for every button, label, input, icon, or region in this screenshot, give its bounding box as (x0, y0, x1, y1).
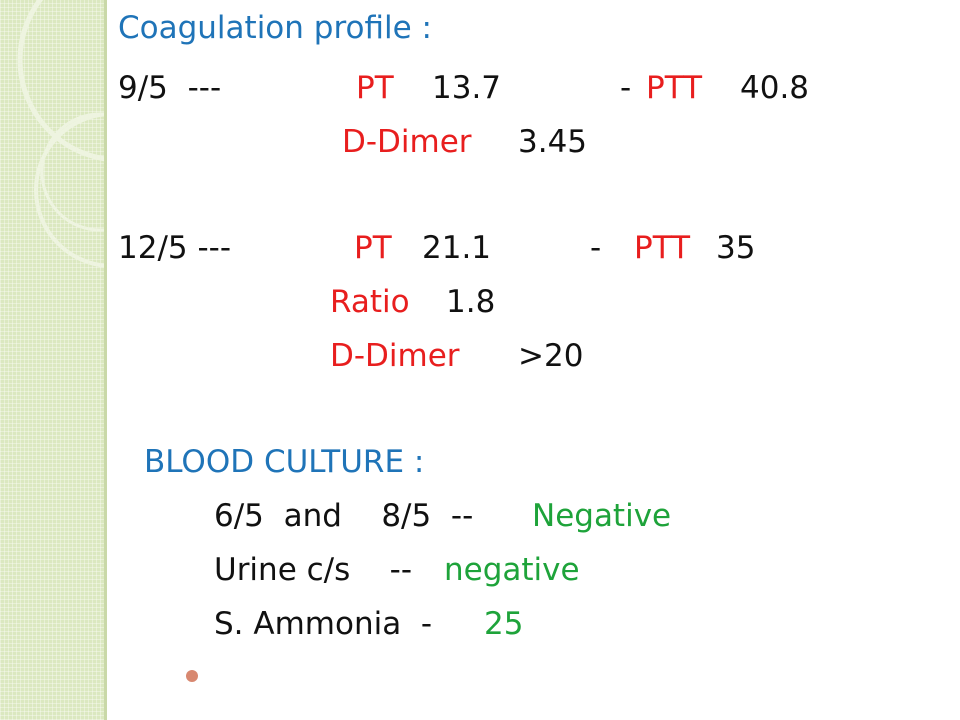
ammonia-result: 25 (484, 606, 524, 642)
row2-ddimer-label: D-Dimer (330, 338, 460, 374)
ammonia-label: S. Ammonia - (214, 606, 433, 642)
row1-pt-value: 13.7 (432, 70, 502, 106)
bullet-icon (186, 670, 198, 682)
row2-ptt-value: 35 (716, 230, 756, 266)
row1-ddimer-value: 3.45 (518, 124, 588, 160)
row2-dash: - (590, 230, 602, 266)
row2-ddimer-value: >20 (518, 338, 584, 374)
row2-ratio-value: 1.8 (446, 284, 496, 320)
culture-dates: 6/5 and 8/5 -- (214, 498, 474, 534)
decorative-sidebar (0, 0, 104, 720)
row1-pt-label: PT (356, 70, 394, 106)
urine-label: Urine c/s -- (214, 552, 413, 588)
sidebar-divider (104, 0, 107, 720)
circle-decoration-icon (17, 0, 104, 268)
row1-ptt-label: PTT (646, 70, 703, 106)
row1-dash: - (620, 70, 642, 106)
row1-date: 9/5 --- (118, 70, 222, 106)
row1-ddimer-label: D-Dimer (342, 124, 472, 160)
row2-pt-value: 21.1 (422, 230, 492, 266)
row2-pt-label: PT (354, 230, 392, 266)
row1-ptt-value: 40.8 (740, 70, 810, 106)
row2-date: 12/5 --- (118, 230, 232, 266)
coagulation-title: Coagulation profile : (118, 10, 432, 46)
culture-result: Negative (532, 498, 672, 534)
row2-ratio-label: Ratio (330, 284, 410, 320)
row2-ptt-label: PTT (634, 230, 691, 266)
blood-culture-title: BLOOD CULTURE : (144, 444, 425, 480)
urine-result: negative (444, 552, 580, 588)
